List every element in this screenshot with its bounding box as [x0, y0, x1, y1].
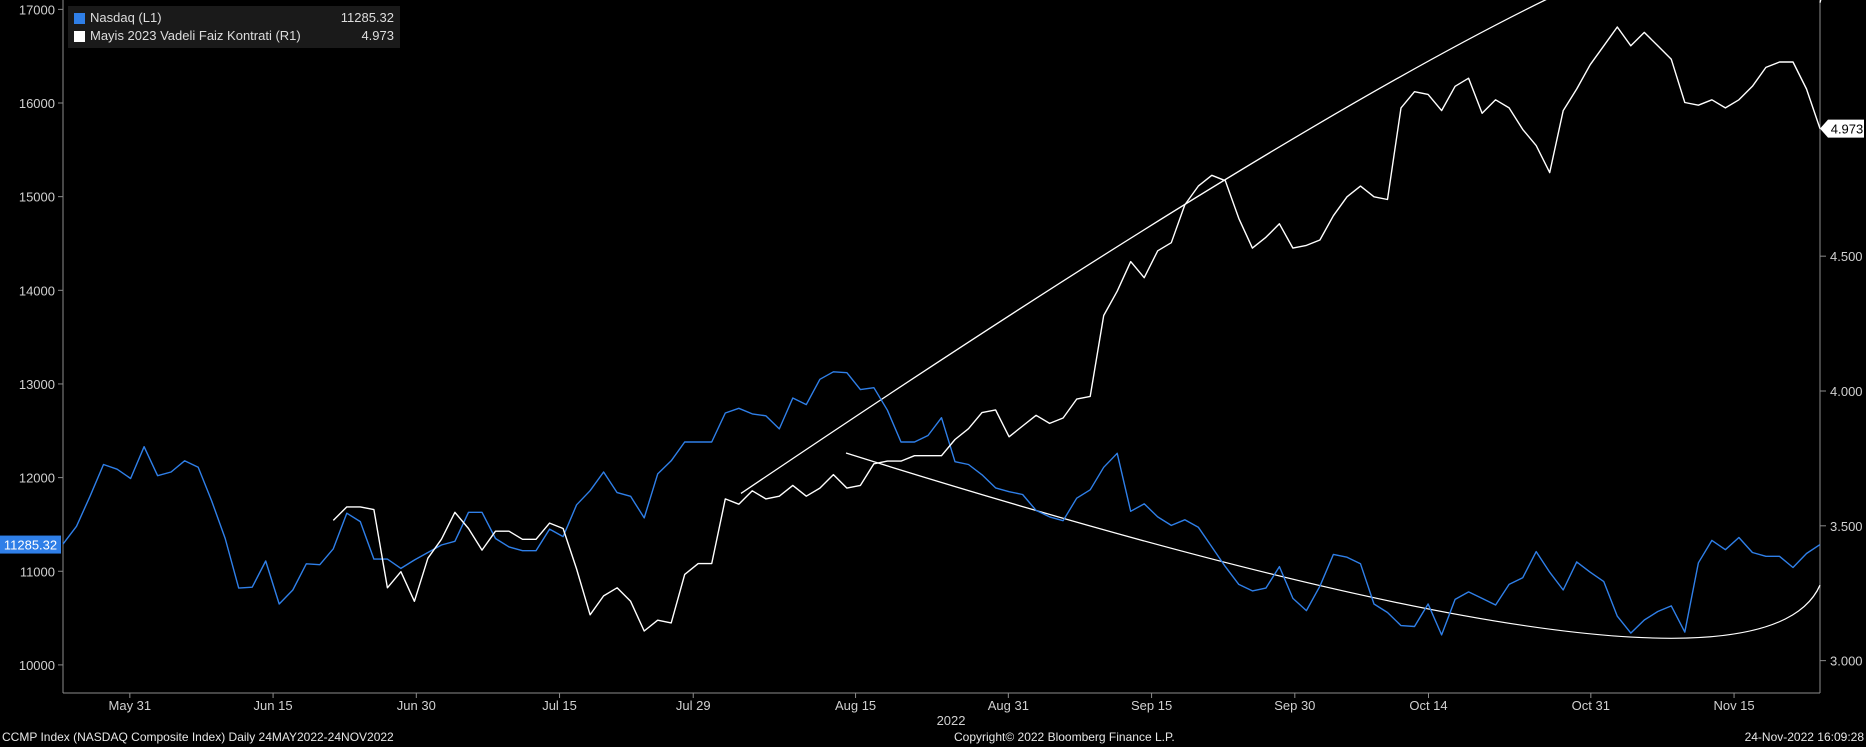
- left-tick-label: 13000: [19, 377, 55, 392]
- left-tick-label: 17000: [19, 2, 55, 17]
- x-tick-label: Nov 15: [1713, 698, 1754, 713]
- axis-labels: 10000 11000 12000 13000 14000 15000 16000 17000…: [0, 2, 1864, 728]
- series-futures-line: [332, 26, 1821, 632]
- legend-label: Mayis 2023 Vadeli Faiz Kontrati (R1): [90, 28, 301, 43]
- axes: [58, 0, 1826, 698]
- left-tick-label: 16000: [19, 96, 55, 111]
- right-last-value-tag: [1820, 119, 1864, 138]
- x-tick-label: Oct 14: [1409, 698, 1447, 713]
- x-tick-label: Jun 15: [254, 698, 293, 713]
- right-tick-label: 3.000: [1830, 654, 1863, 669]
- series-lines: [62, 26, 1821, 636]
- footer-index-info: CCMP Index (NASDAQ Composite Index) Dail…: [2, 730, 394, 744]
- right-last-value-label: 4.973: [1831, 122, 1864, 137]
- legend-item-futures: Mayis 2023 Vadeli Faiz Kontrati (R1) 4.9…: [74, 27, 394, 45]
- x-tick-label: Oct 31: [1572, 698, 1610, 713]
- x-tick-label: Jul 15: [542, 698, 577, 713]
- legend-swatch-futures: [74, 30, 85, 42]
- x-tick-label: Sep 30: [1274, 698, 1315, 713]
- series-nasdaq-line: [62, 371, 1821, 636]
- annotation-lower-arc: [845, 452, 1821, 639]
- legend-item-nasdaq: Nasdaq (L1) 11285.32: [74, 9, 394, 27]
- left-tick-label: 11000: [20, 564, 55, 579]
- right-tick-label: 4.000: [1830, 384, 1863, 399]
- left-last-value-tag: [0, 535, 61, 554]
- left-tick-label: 10000: [19, 658, 55, 673]
- legend-label: Nasdaq (L1): [90, 10, 162, 25]
- left-last-value-label: 11285.32: [4, 538, 57, 553]
- annotation-upper-arc: [740, 0, 1822, 494]
- right-tick-label: 4.500: [1830, 249, 1863, 264]
- x-tick-label: Sep 15: [1131, 698, 1172, 713]
- left-tick-label: 14000: [19, 283, 55, 298]
- left-tick-label: 15000: [19, 190, 55, 205]
- x-tick-label: Aug 15: [835, 698, 876, 713]
- x-tick-label: Jun 30: [397, 698, 436, 713]
- legend-value: 4.973: [361, 28, 394, 43]
- x-year-label: 2022: [937, 713, 966, 728]
- x-tick-label: Aug 31: [988, 698, 1029, 713]
- legend: Nasdaq (L1) 11285.32 Mayis 2023 Vadeli F…: [68, 6, 400, 48]
- annotation-arcs: [740, 0, 1822, 639]
- footer-copyright: Copyright© 2022 Bloomberg Finance L.P.: [954, 730, 1175, 744]
- footer-timestamp: 24-Nov-2022 16:09:28: [1744, 730, 1864, 744]
- right-tick-label: 3.500: [1830, 519, 1863, 534]
- x-tick-label: May 31: [109, 698, 152, 713]
- left-tick-label: 12000: [19, 471, 55, 486]
- legend-value: 11285.32: [340, 10, 394, 25]
- x-tick-label: Jul 29: [676, 698, 711, 713]
- legend-swatch-nasdaq: [74, 12, 85, 24]
